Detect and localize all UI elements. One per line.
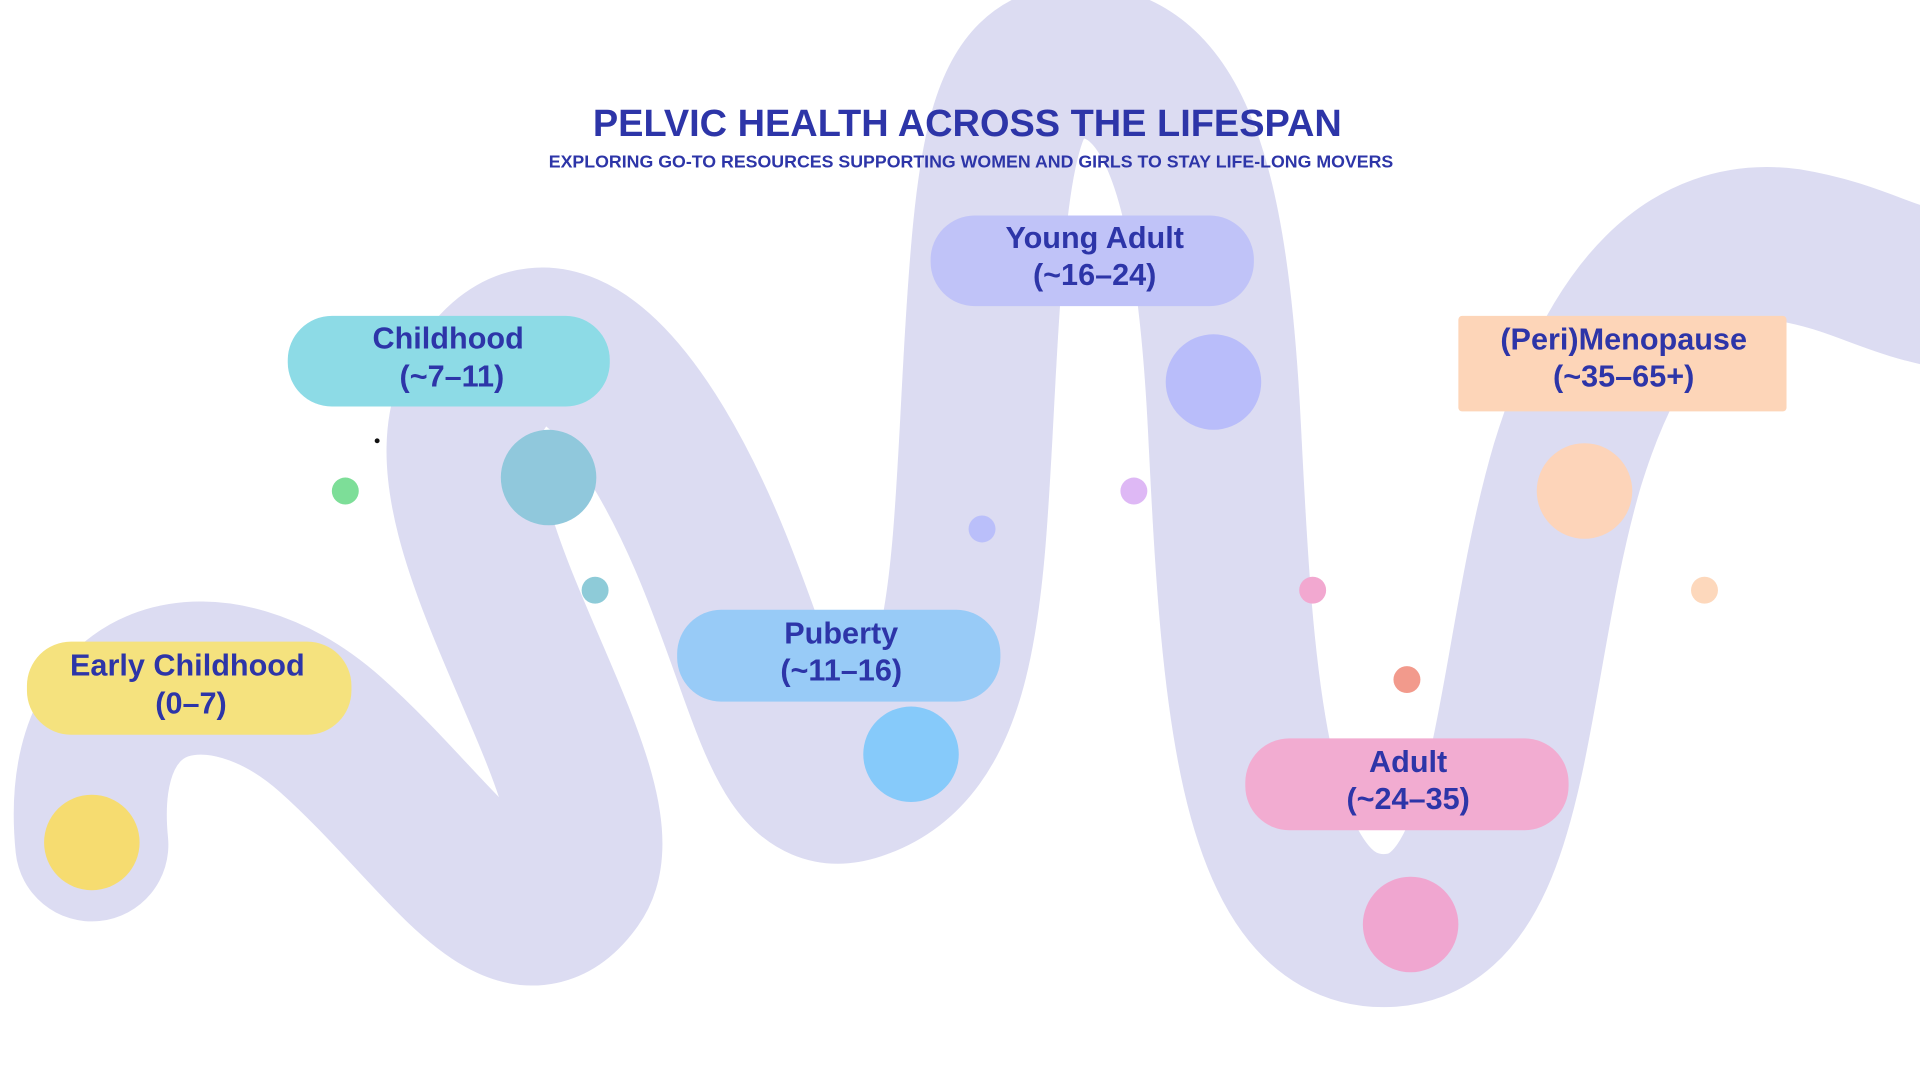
dot — [581, 576, 609, 604]
stage-box — [1245, 738, 1569, 831]
stage-circle — [1362, 876, 1459, 973]
stage-range: (~35–65+) — [1553, 359, 1694, 393]
stage-box — [1458, 315, 1787, 412]
stage-range: (~24–35) — [1346, 782, 1469, 816]
stage-box — [26, 641, 352, 735]
stage-range: (~7–11) — [400, 359, 505, 393]
stage-name: Childhood — [373, 322, 524, 356]
stage-box — [930, 215, 1254, 307]
stage-name: Early Childhood — [70, 648, 305, 682]
stage-circle — [1536, 443, 1633, 539]
stage-name: Adult — [1369, 745, 1447, 779]
decorative-dots — [331, 438, 1718, 694]
stage-circle — [1165, 334, 1262, 430]
dot — [1691, 576, 1718, 604]
stage-range: (~16–24) — [1033, 258, 1156, 292]
stage-circle — [863, 706, 959, 803]
stage-name: Puberty — [784, 617, 898, 651]
dot — [1120, 477, 1148, 505]
dot — [1299, 576, 1327, 604]
timeline-path — [13, 0, 1920, 1008]
stage-name: Young Adult — [1005, 221, 1184, 255]
stage-range: (~11–16) — [780, 653, 902, 687]
dot — [331, 477, 359, 505]
dot — [1393, 666, 1421, 694]
stage-circle — [44, 794, 140, 891]
stage-box — [287, 315, 610, 407]
stage-circle — [500, 429, 597, 526]
stage-name: (Peri)Menopause — [1500, 323, 1747, 357]
dot — [968, 515, 996, 543]
subtitle: EXPLORING GO-TO RESOURCES SUPPORTING WOM… — [549, 152, 1394, 172]
stage-range: (0–7) — [155, 686, 226, 720]
stage-box — [677, 609, 1001, 702]
dot — [374, 438, 380, 444]
title: PELVIC HEALTH ACROSS THE LIFESPAN — [593, 103, 1342, 145]
